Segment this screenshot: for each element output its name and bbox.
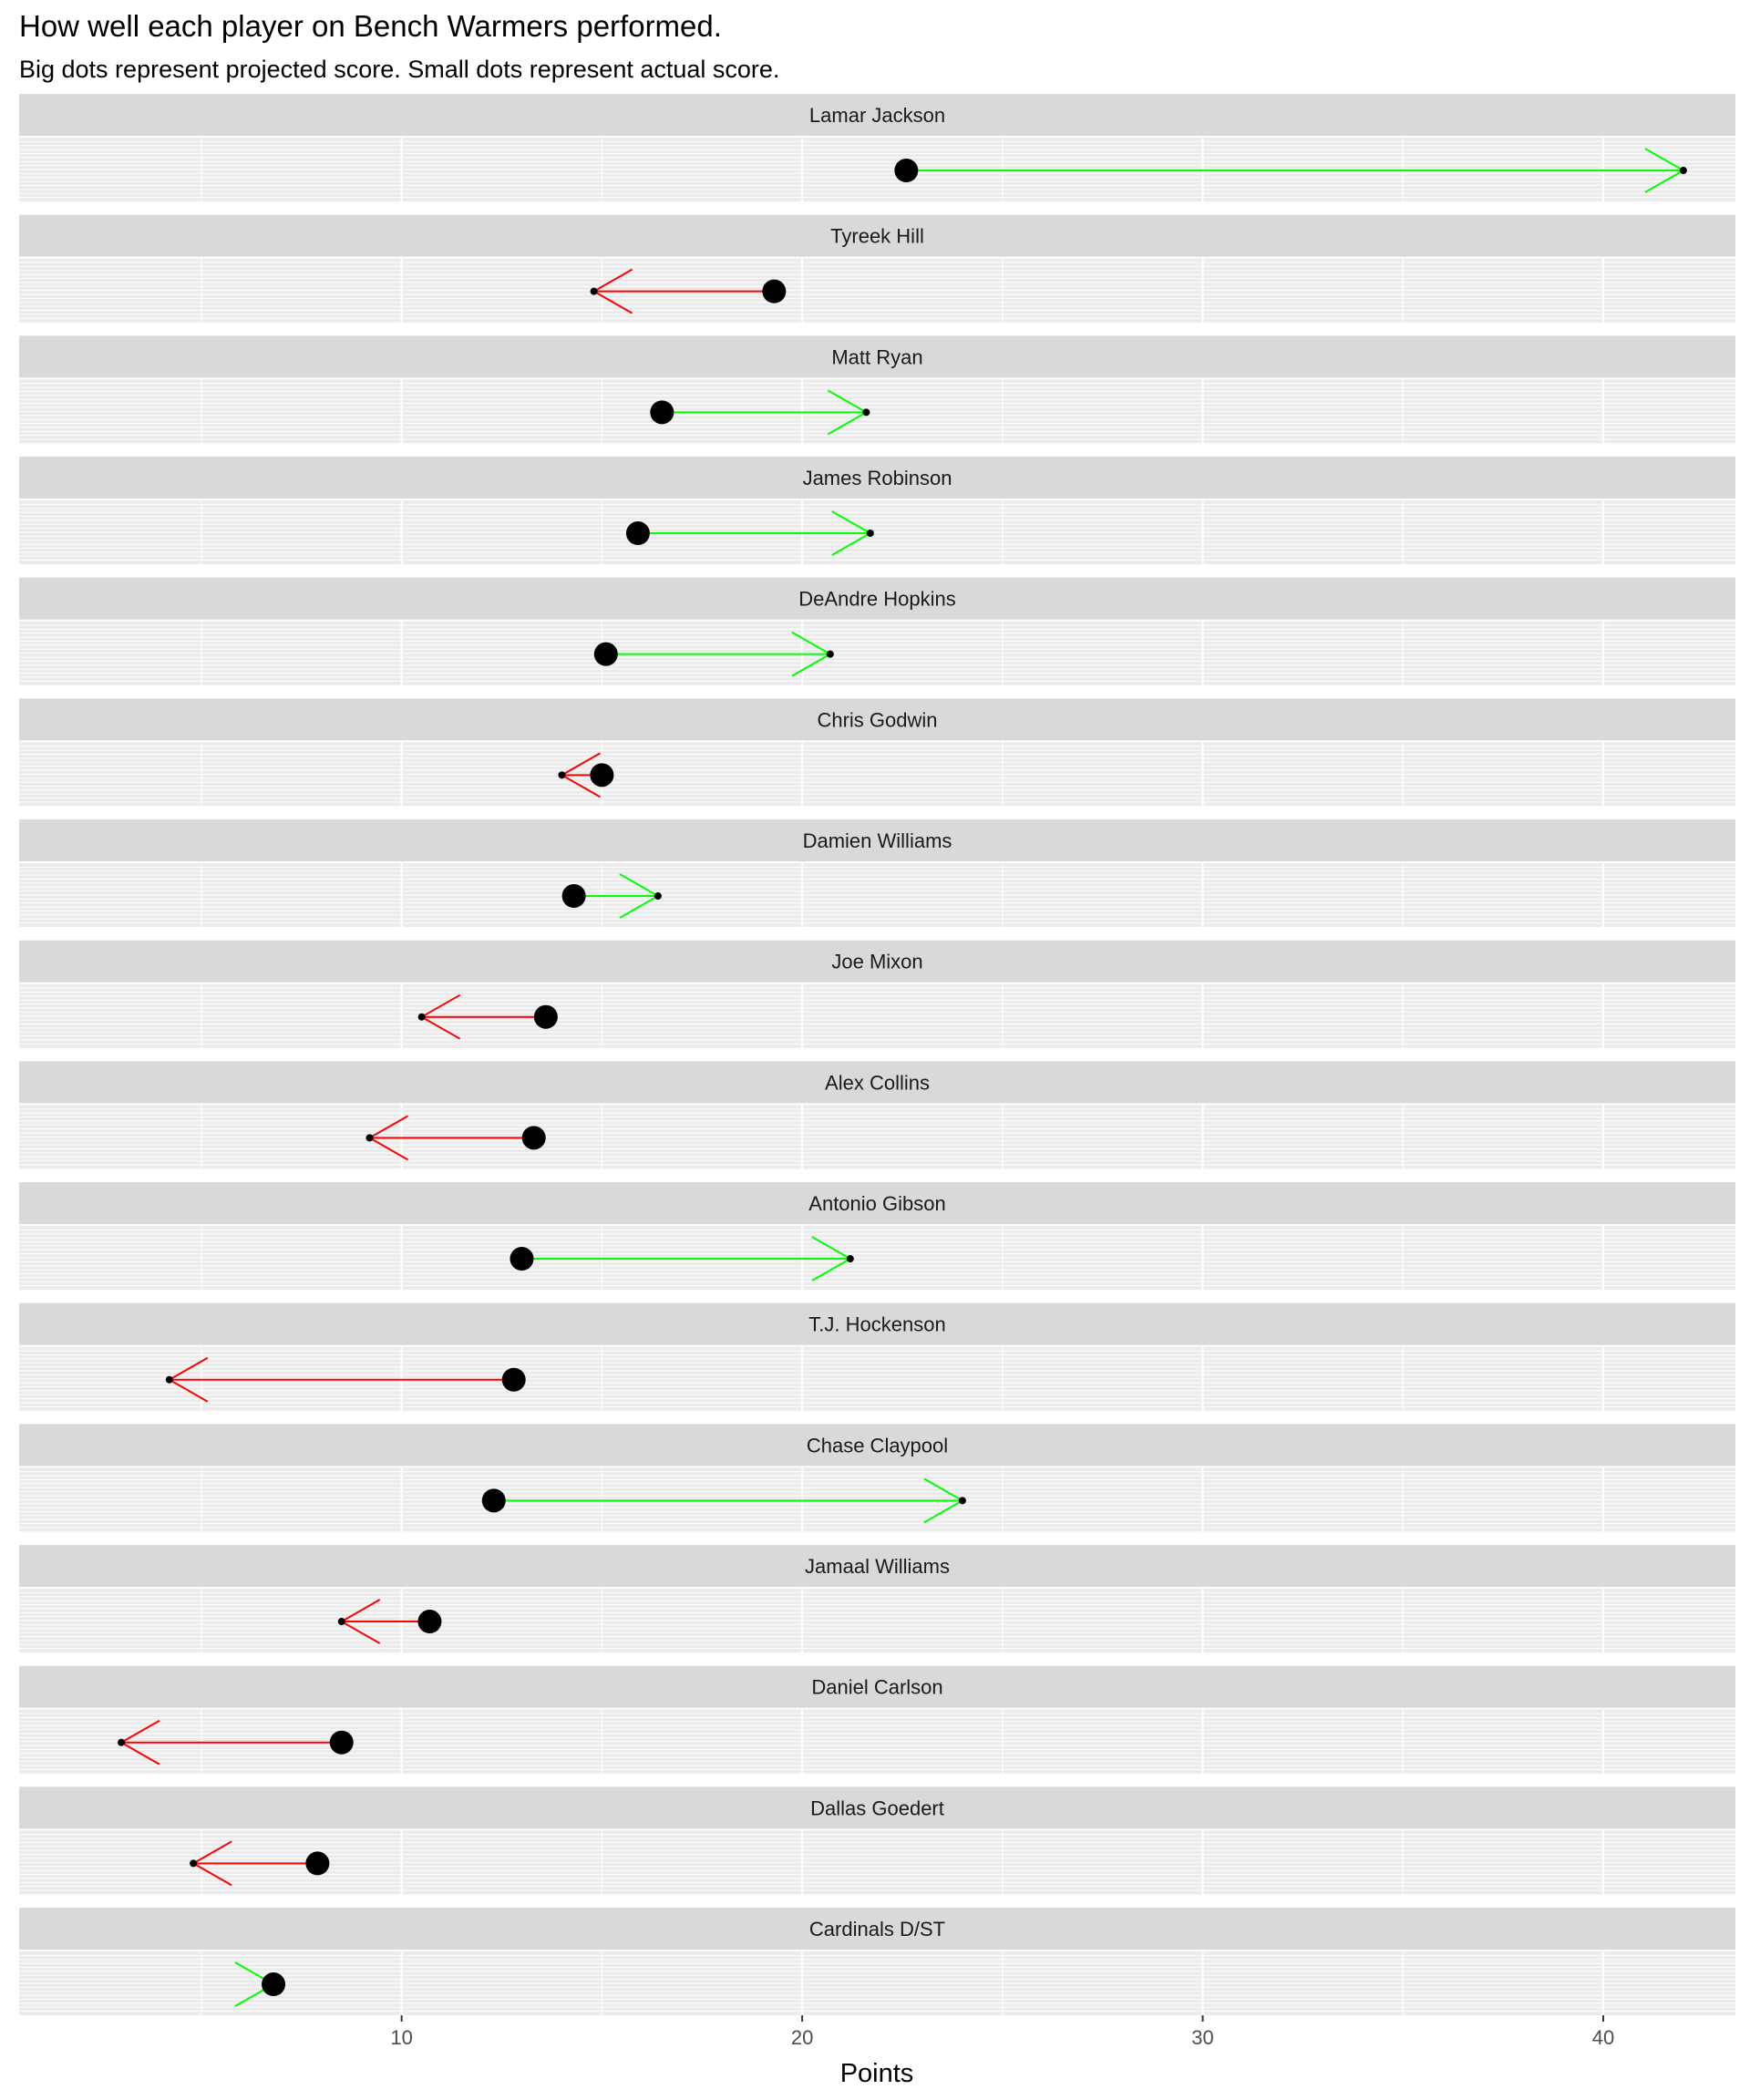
- facet-13: Daniel Carlson: [19, 1665, 1735, 1774]
- facet-14: Dallas Goedert: [19, 1786, 1735, 1895]
- actual-point: [866, 530, 874, 538]
- facet-strip: [19, 94, 1735, 136]
- facet-strip: [19, 1061, 1735, 1104]
- actual-point: [654, 892, 662, 901]
- actual-point: [165, 1375, 173, 1384]
- facet-strip-label: Tyreek Hill: [830, 225, 924, 248]
- facet-strip: [19, 1545, 1735, 1588]
- actual-point: [846, 1255, 854, 1263]
- projected-point: [590, 763, 614, 788]
- projected-point: [625, 521, 650, 546]
- projected-point: [305, 1851, 330, 1876]
- facet-12: Jamaal Williams: [19, 1545, 1735, 1653]
- facet-strip-label: DeAndre Hopkins: [798, 588, 955, 611]
- facet-strip: [19, 1182, 1735, 1225]
- chart-title: How well each player on Bench Warmers pe…: [19, 9, 722, 43]
- facet-strip-label: Lamar Jackson: [809, 104, 945, 127]
- projected-point: [329, 1730, 354, 1755]
- actual-point: [958, 1497, 966, 1505]
- facet-strip-label: Damien Williams: [803, 829, 952, 852]
- actual-point: [862, 408, 870, 417]
- facet-8: Alex Collins: [19, 1061, 1735, 1169]
- facet-strip: [19, 940, 1735, 983]
- projected-point: [762, 279, 787, 304]
- facet-strip-label: Matt Ryan: [831, 345, 922, 368]
- projected-point: [481, 1488, 506, 1513]
- facet-strip: [19, 698, 1735, 741]
- x-tick-label: 20: [791, 2026, 813, 2049]
- x-tick-label: 10: [390, 2026, 412, 2049]
- actual-point: [270, 1981, 278, 1989]
- projected-point: [521, 1126, 546, 1150]
- facet-9: Antonio Gibson: [19, 1182, 1735, 1291]
- projected-point: [593, 642, 618, 666]
- facet-strip: [19, 214, 1735, 257]
- facet-strip: [19, 1302, 1735, 1345]
- facet-15: Cardinals D/ST: [19, 1908, 1735, 2016]
- facet-strip-label: James Robinson: [803, 467, 952, 489]
- x-tick-label: 40: [1592, 2026, 1614, 2049]
- x-tick-label: 30: [1191, 2026, 1213, 2049]
- facet-1: Tyreek Hill: [19, 214, 1735, 323]
- actual-point: [118, 1738, 126, 1746]
- facet-6: Damien Williams: [19, 819, 1735, 928]
- actual-point: [826, 650, 834, 658]
- actual-point: [365, 1134, 374, 1142]
- facet-0: Lamar Jackson: [19, 94, 1735, 201]
- facet-strip: [19, 577, 1735, 620]
- facet-strip-label: Jamaal Williams: [805, 1555, 950, 1578]
- actual-point: [417, 1013, 426, 1021]
- facet-4: DeAndre Hopkins: [19, 577, 1735, 685]
- actual-point: [337, 1618, 345, 1626]
- actual-point: [558, 771, 566, 779]
- x-axis-title: Points: [840, 2059, 914, 2088]
- facet-2: Matt Ryan: [19, 335, 1735, 444]
- facet-strip-label: Chase Claypool: [807, 1434, 948, 1457]
- facet-strip: [19, 1786, 1735, 1829]
- projected-point: [561, 884, 586, 909]
- projected-point: [501, 1367, 526, 1392]
- chart-subtitle: Big dots represent projected score. Smal…: [19, 56, 779, 83]
- facet-strip-label: Chris Godwin: [817, 708, 937, 731]
- actual-point: [190, 1859, 198, 1868]
- x-axis: 10 20 30 40: [390, 2015, 1614, 2049]
- facet-panels: Lamar Jackson Tyreek Hill Matt Ryan James R…: [19, 94, 1735, 2016]
- facet-strip: [19, 819, 1735, 862]
- facet-strip: [19, 457, 1735, 499]
- facet-strip-label: Joe Mixon: [831, 951, 922, 973]
- facet-5: Chris Godwin: [19, 698, 1735, 807]
- actual-point: [1679, 167, 1687, 174]
- facet-strip-label: Antonio Gibson: [808, 1192, 945, 1215]
- facet-strip-label: Daniel Carlson: [811, 1676, 942, 1699]
- projected-point: [894, 159, 919, 182]
- facet-strip: [19, 1908, 1735, 1951]
- facet-strip: [19, 1665, 1735, 1708]
- facet-11: Chase Claypool: [19, 1424, 1735, 1532]
- projected-point: [417, 1610, 442, 1634]
- facet-strip-label: Cardinals D/ST: [809, 1918, 945, 1940]
- facet-strip-label: Dallas Goedert: [810, 1796, 944, 1819]
- facet-10: T.J. Hockenson: [19, 1302, 1735, 1411]
- facet-strip-label: T.J. Hockenson: [808, 1313, 945, 1336]
- facet-7: Joe Mixon: [19, 940, 1735, 1048]
- facet-strip-label: Alex Collins: [825, 1071, 930, 1094]
- projected-point: [650, 400, 674, 425]
- projected-point: [510, 1247, 534, 1271]
- facet-3: James Robinson: [19, 457, 1735, 565]
- facet-strip: [19, 335, 1735, 378]
- facet-strip: [19, 1424, 1735, 1467]
- actual-point: [590, 287, 598, 295]
- projected-point: [533, 1004, 558, 1029]
